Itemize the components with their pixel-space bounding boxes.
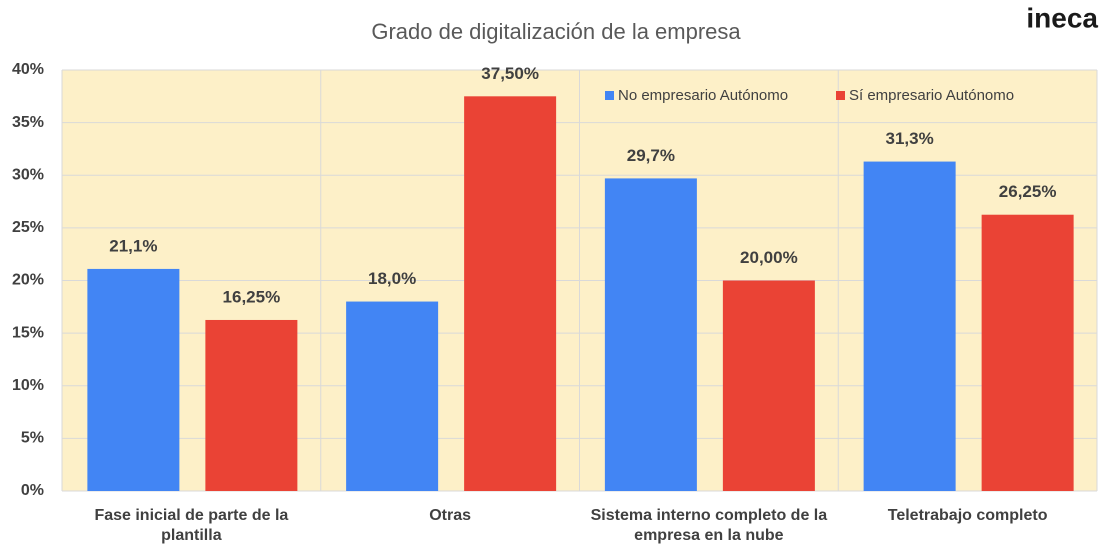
bar [205,319,298,491]
y-tick-label: 15% [12,324,44,341]
x-tick-label: Sistema interno completo de la empresa e… [590,507,828,544]
value-label: 20,00% [740,248,798,267]
value-label: 31,3% [886,129,934,148]
bar [722,280,815,491]
legend-label: No empresario Autónomo [618,87,788,104]
value-label: 29,7% [627,146,675,165]
y-tick-label: 40% [12,61,44,78]
value-label: 16,25% [223,287,281,306]
y-tick-label: 10% [12,377,44,394]
chart-title: Grado de digitalización de la empresa [371,19,741,44]
y-tick-label: 20% [12,272,44,289]
y-tick-label: 35% [12,114,44,131]
value-label: 21,1% [109,236,157,255]
x-tick-label: Fase inicial de parte de la plantilla [94,507,289,544]
y-tick-label: 0% [21,482,44,499]
legend-label: Sí empresario Autónomo [849,87,1014,104]
legend-swatch [836,91,845,100]
bar [981,214,1074,491]
legend-swatch [605,91,614,100]
bar [346,301,439,491]
bar [604,178,697,491]
value-label: 37,50% [481,64,539,83]
y-tick-label: 30% [12,166,44,183]
value-label: 26,25% [999,182,1057,201]
logo: ineca [1026,2,1098,33]
x-tick-label: Teletrabajo completo [887,507,1048,524]
y-tick-label: 25% [12,219,44,236]
bar [87,268,180,491]
x-tick-label: Otras [429,507,472,524]
y-tick-label: 5% [21,430,44,447]
bar [464,96,557,491]
value-label: 18,0% [368,269,416,288]
bar [863,161,956,491]
